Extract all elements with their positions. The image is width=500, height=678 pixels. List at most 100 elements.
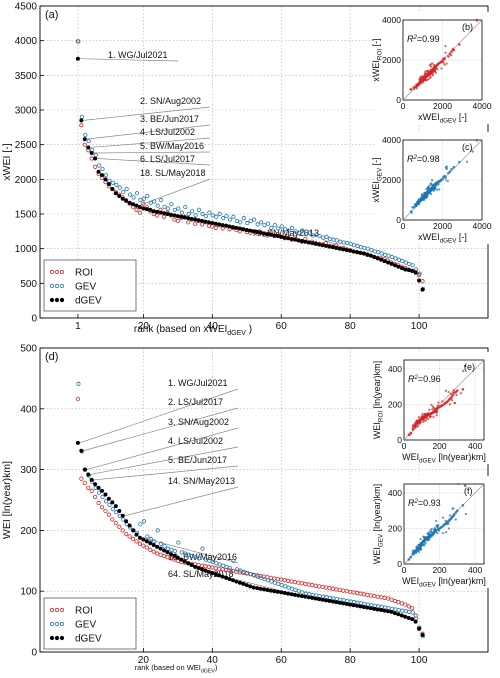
roi-point [75, 396, 81, 402]
gev-point [348, 241, 353, 246]
roi-point [389, 597, 394, 602]
gev-point [276, 581, 281, 587]
dgev-point [396, 612, 401, 617]
dgev-point [131, 202, 136, 207]
gev-point [183, 204, 188, 210]
gev-point [272, 222, 277, 228]
inset-y-axis-label: xWEIGEV [-] [371, 157, 384, 202]
dgev-point [110, 187, 115, 192]
gev-point [103, 173, 109, 178]
roi-point [385, 596, 391, 601]
inset-point [432, 67, 435, 70]
gev-point [262, 222, 267, 228]
gev-point [317, 234, 322, 239]
annotation-leader-line [93, 465, 239, 481]
roi-point [341, 588, 346, 593]
gev-point [283, 584, 288, 589]
inset-point [447, 171, 450, 175]
roi-point [351, 590, 356, 595]
dgev-point [344, 601, 349, 606]
roi-point [165, 555, 170, 560]
gev-point [300, 590, 305, 595]
dgev-point [206, 220, 211, 225]
dgev-point [158, 210, 163, 215]
dgev-point [168, 552, 173, 557]
gev-point [155, 528, 160, 533]
dgev-point [282, 235, 287, 240]
legend: ROI GEV dGEV [43, 259, 137, 312]
dgev-point [258, 230, 263, 235]
dgev-point [86, 472, 91, 477]
gev-point [372, 249, 377, 254]
dgev-point [344, 248, 349, 253]
dgev-point [403, 614, 408, 619]
dgev-point [148, 541, 153, 546]
roi-point [320, 584, 325, 590]
gev-point [334, 238, 339, 243]
y-axis-label: WEI [ln(year)km] [1, 461, 13, 539]
inset-point [461, 388, 465, 391]
gev-point [272, 580, 277, 585]
gev-point [307, 230, 312, 235]
dgev-point [313, 596, 318, 601]
dgev-point [230, 225, 235, 230]
dgev-point [100, 173, 105, 178]
inset-x-tick-label: 2000 [433, 101, 452, 111]
roi-point [161, 214, 167, 219]
gev-point [296, 230, 302, 235]
roi-point [93, 494, 98, 500]
inset-point [461, 504, 465, 507]
annotation-label: 14. SN/May2013 [168, 476, 235, 486]
gev-point [169, 202, 174, 207]
dgev-point [79, 448, 84, 453]
roi-point [137, 541, 143, 546]
gev-point [303, 232, 308, 237]
dgev-point [199, 567, 204, 572]
dgev-point [355, 250, 360, 255]
gev-point [252, 573, 257, 578]
inset-y-tick-label: 4000 [382, 15, 401, 25]
inset-point [410, 432, 413, 435]
y-tick-label: 3000 [15, 106, 38, 117]
inset-point [419, 75, 422, 79]
dgev-point [306, 240, 311, 245]
roi-point [199, 222, 205, 227]
inset-y-axis-label: WEIROI [ln(year)km] [372, 361, 385, 439]
chart-panel-d: 20 40 60 80 100 0 100 200 300 400 500 WEI [ln(year)… [1, 344, 492, 674]
gev-point [269, 579, 274, 584]
dgev-point [279, 234, 284, 239]
inset-x-tick-label: 0 [401, 221, 406, 231]
inset-point [423, 540, 426, 543]
dgev-point [379, 257, 384, 262]
inset-point [429, 65, 433, 68]
inset-point [432, 415, 435, 419]
gev-point [358, 245, 364, 250]
dgev-point [179, 557, 184, 562]
gev-point [279, 224, 284, 229]
dgev-point [106, 496, 111, 501]
gev-point [396, 607, 401, 613]
gev-point [183, 551, 188, 556]
dgev-point [399, 613, 404, 618]
dgev-point [203, 568, 208, 573]
dgev-point [417, 278, 422, 283]
inset-point [428, 536, 431, 540]
inset-point [444, 44, 447, 48]
legend-label: dGEV [75, 296, 102, 307]
dgev-point [296, 238, 301, 243]
inset-point [415, 87, 418, 90]
gev-point [241, 569, 246, 574]
inset-point [419, 537, 422, 541]
roi-point [120, 528, 125, 533]
inset-point [437, 401, 440, 404]
roi-point [89, 156, 94, 161]
inset-point [444, 389, 448, 392]
dgev-point [293, 592, 298, 597]
legend-marker [49, 283, 55, 289]
dgev-point [244, 583, 249, 588]
dgev-point [148, 207, 153, 212]
inset-c: 00 2000 2000 4000 4000 (c) R2=0.98 xWEIdGEV [-]… [371, 132, 492, 245]
gev-point [217, 211, 222, 217]
annotation-label: 1. WG/Jul2021 [168, 378, 228, 388]
